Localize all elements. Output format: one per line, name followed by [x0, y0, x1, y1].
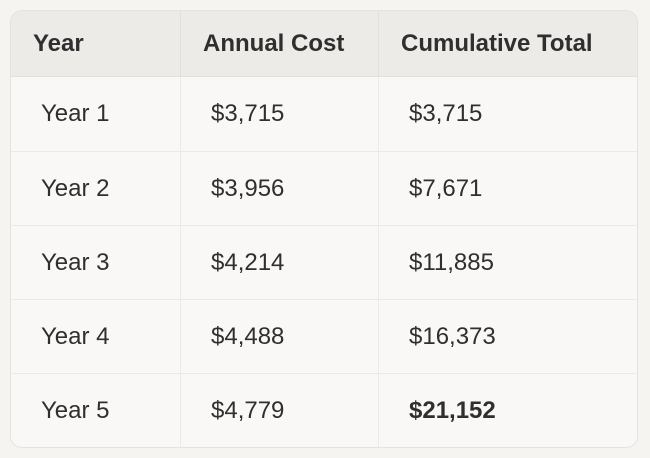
header-cumulative-total: Cumulative Total — [378, 11, 637, 77]
cumulative-total-cell: $3,715 — [378, 77, 637, 151]
table-row: Year 2 $3,956 $7,671 — [11, 151, 637, 225]
annual-cost-cell: $4,488 — [180, 299, 378, 373]
annual-cost-cell: $4,779 — [180, 373, 378, 447]
annual-cost-cell: $3,715 — [180, 77, 378, 151]
cumulative-total-cell-grand-total: $21,152 — [378, 373, 637, 447]
year-cell: Year 1 — [11, 77, 180, 151]
year-cell: Year 4 — [11, 299, 180, 373]
cumulative-total-cell: $11,885 — [378, 225, 637, 299]
header-row: Year Annual Cost Cumulative Total — [11, 11, 637, 77]
cumulative-total-cell: $7,671 — [378, 151, 637, 225]
table-row: Year 4 $4,488 $16,373 — [11, 299, 637, 373]
cost-table-container: Year Annual Cost Cumulative Total Year 1… — [10, 10, 638, 448]
table-body: Year 1 $3,715 $3,715 Year 2 $3,956 $7,67… — [11, 77, 637, 447]
year-cell: Year 5 — [11, 373, 180, 447]
year-cell: Year 2 — [11, 151, 180, 225]
table-row: Year 5 $4,779 $21,152 — [11, 373, 637, 447]
annual-cost-cell: $3,956 — [180, 151, 378, 225]
cost-table: Year Annual Cost Cumulative Total Year 1… — [11, 11, 637, 447]
header-annual-cost: Annual Cost — [180, 11, 378, 77]
cumulative-total-cell: $16,373 — [378, 299, 637, 373]
table-row: Year 1 $3,715 $3,715 — [11, 77, 637, 151]
header-year: Year — [11, 11, 180, 77]
year-cell: Year 3 — [11, 225, 180, 299]
annual-cost-cell: $4,214 — [180, 225, 378, 299]
table-header: Year Annual Cost Cumulative Total — [11, 11, 637, 77]
table-row: Year 3 $4,214 $11,885 — [11, 225, 637, 299]
